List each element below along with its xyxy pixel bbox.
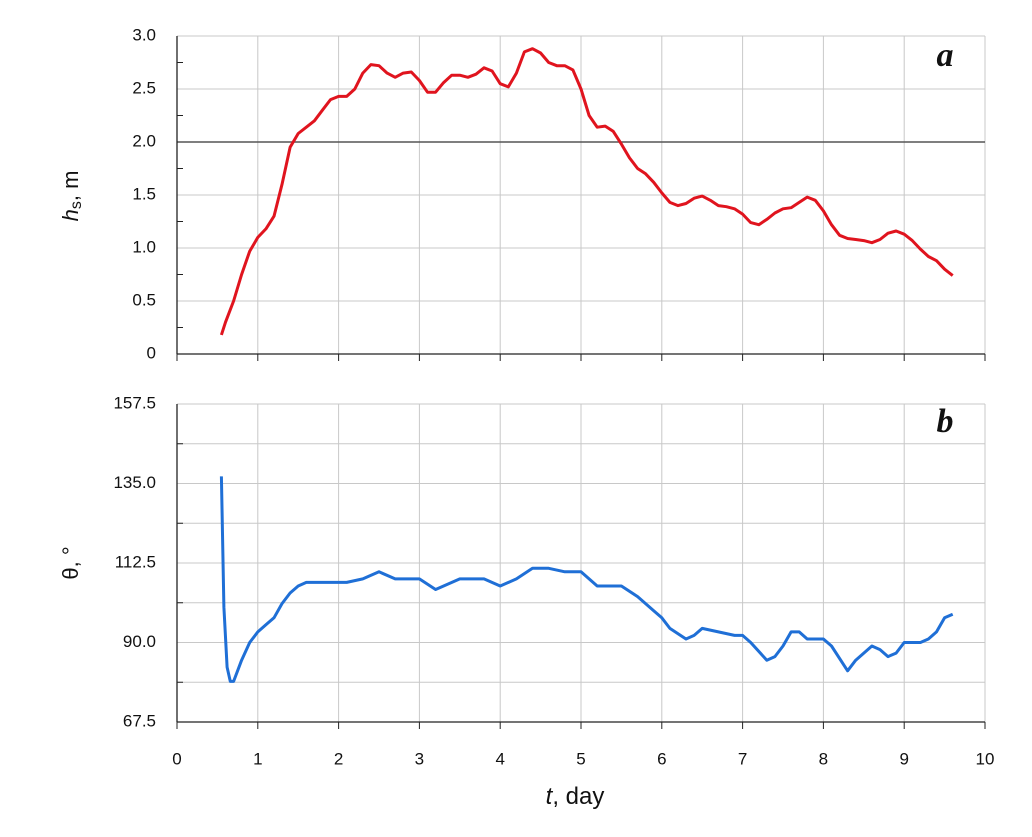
y-axis-label: θ, °: [58, 546, 83, 579]
y-tick-label: 3.0: [132, 25, 156, 44]
y-tick-label: 157.5: [113, 393, 156, 412]
y-label-symbol: θ: [58, 567, 83, 579]
y-tick-label: 1.5: [132, 184, 156, 203]
y-label-subscript: s: [68, 201, 85, 209]
x-tick-label: 7: [738, 749, 747, 768]
x-tick-label: 10: [976, 749, 995, 768]
x-tick-label: 2: [334, 749, 343, 768]
panel-label: b: [937, 403, 954, 440]
y-axis-label: hs, m: [58, 171, 85, 222]
y-tick-label: 112.5: [115, 552, 156, 571]
y-tick-label: 0: [147, 343, 156, 362]
x-tick-label: 6: [657, 749, 666, 768]
y-tick-label: 90.0: [123, 632, 156, 651]
x-tick-label: 3: [415, 749, 424, 768]
y-tick-label: 1.0: [132, 237, 156, 256]
panel-label: a: [937, 37, 954, 74]
x-label-unit: , day: [552, 783, 604, 810]
y-label-unit: , m: [58, 171, 83, 202]
data-line: [219, 47, 954, 336]
data-line: [219, 476, 954, 683]
x-tick-label: 4: [495, 749, 504, 768]
y-tick-label: 2.5: [132, 78, 156, 97]
y-label-unit: , °: [58, 546, 83, 567]
y-tick-label: 67.5: [123, 711, 156, 730]
x-tick-label: 0: [172, 749, 181, 768]
x-tick-label: 1: [253, 749, 262, 768]
y-tick-label: 2.0: [132, 131, 156, 150]
y-label-symbol: h: [58, 209, 83, 221]
y-tick-label: 0.5: [132, 290, 156, 309]
x-tick-label: 5: [576, 749, 585, 768]
x-axis-label: t, day: [546, 783, 605, 810]
y-tick-label: 135.0: [113, 473, 156, 492]
x-tick-label: 9: [899, 749, 908, 768]
x-tick-label: 8: [819, 749, 828, 768]
x-label-symbol: t: [546, 783, 554, 810]
